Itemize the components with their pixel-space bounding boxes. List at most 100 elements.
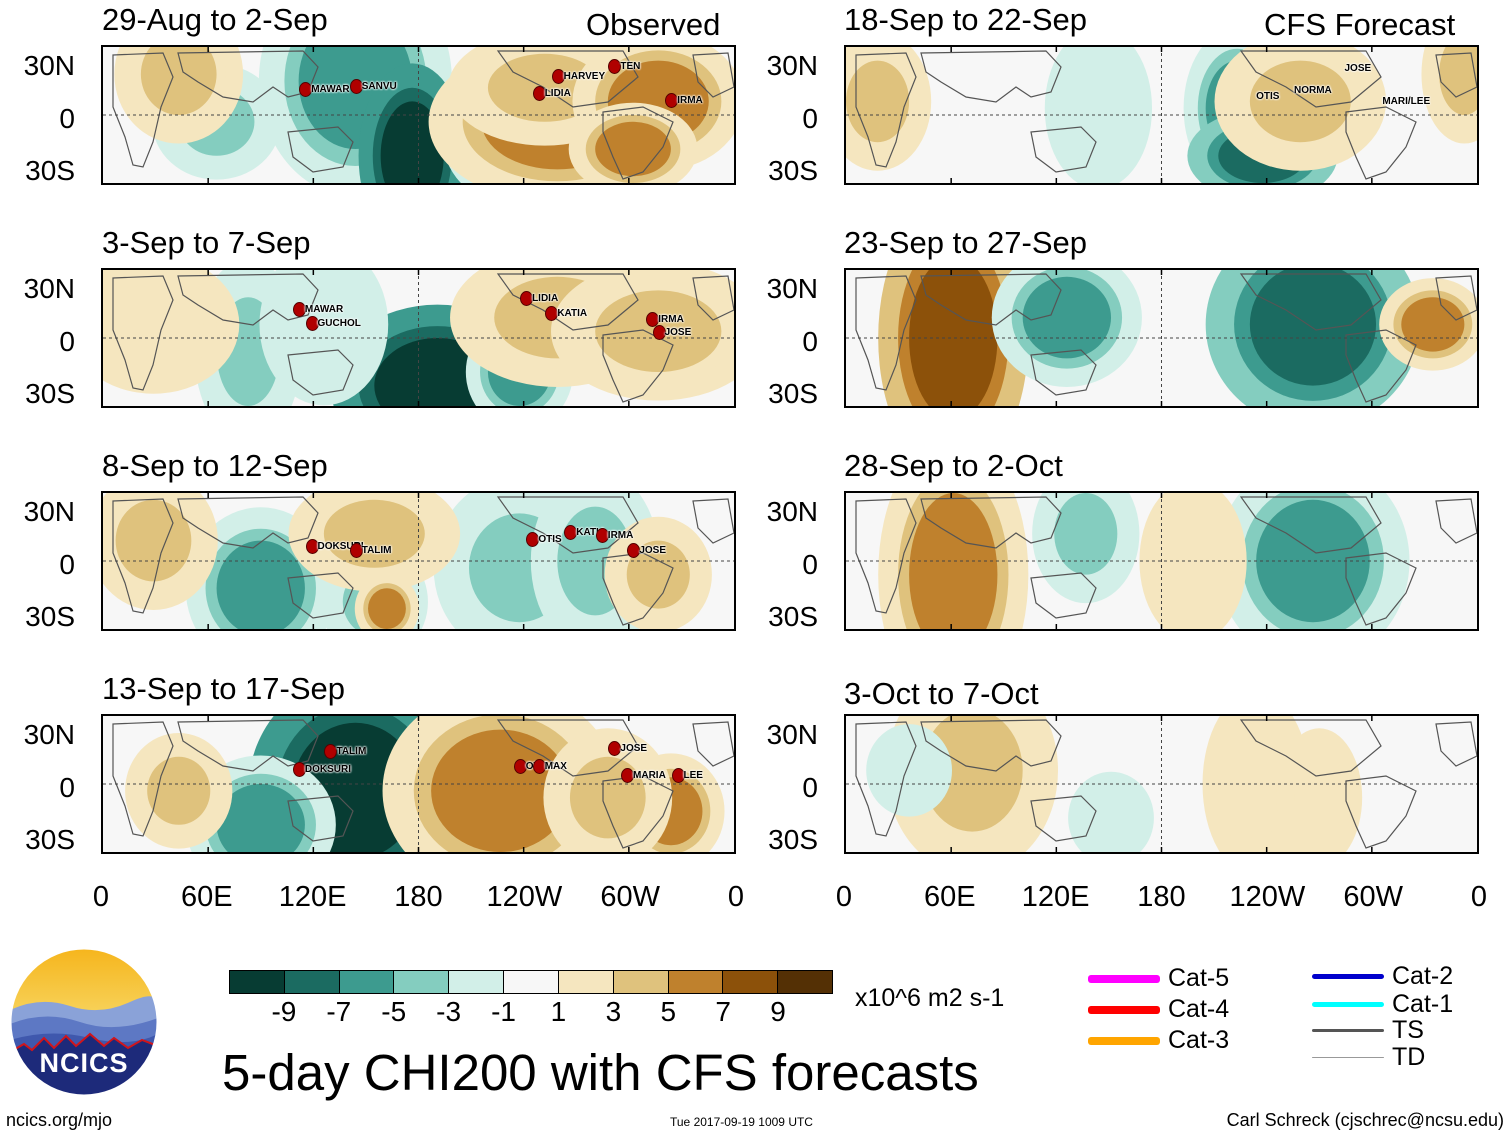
lon-label: 0 <box>835 881 853 913</box>
hurricane-icon <box>564 525 578 540</box>
map-observed-2: MAWAR GUCHOL LIDIA KATIA IRMA JOSE <box>101 268 736 408</box>
storm-label: JOSE <box>639 544 667 556</box>
colorbar <box>229 970 833 994</box>
hurricane-icon <box>627 542 641 558</box>
colorbar-tick: 1 <box>550 996 567 1027</box>
map-forecast-2 <box>844 268 1479 408</box>
hurricane-icon <box>595 527 609 543</box>
storm-label: MAWAR <box>311 83 350 95</box>
panel-title-fc-3: 28-Sep to 2-Oct <box>844 448 1063 483</box>
lon-label: 180 <box>1137 881 1186 913</box>
colorbar-swatch <box>613 971 669 993</box>
lat-label: 0 <box>59 326 75 357</box>
legend-label: TD <box>1392 1043 1426 1071</box>
panel-title-fc-2: 23-Sep to 27-Sep <box>844 225 1088 260</box>
legend-swatch <box>1088 974 1160 983</box>
colorbar-swatch <box>339 971 395 993</box>
storm-label: MARIA <box>633 770 666 782</box>
lat-label: 0 <box>802 772 818 803</box>
legend-label: Cat-5 <box>1168 964 1230 992</box>
storm-label: JOSE <box>620 743 648 755</box>
lat-label: 30N <box>766 719 818 750</box>
colorbar-swatch <box>778 971 832 993</box>
lon-label: 0 <box>92 881 110 913</box>
hurricane-icon <box>292 302 306 317</box>
storm-label: KATIA <box>557 308 588 320</box>
legend-item-cat-1: Cat-1 <box>1312 990 1453 1019</box>
legend-item-ts: TS <box>1312 1016 1424 1045</box>
legend-swatch <box>1312 1056 1384 1059</box>
storm-label: JOSE <box>1344 63 1372 75</box>
hurricane-icon <box>292 761 306 777</box>
figure-title: 5-day CHI200 with CFS forecasts <box>222 1044 979 1101</box>
storm-label: MAWAR <box>304 304 344 315</box>
panel-title-obs-3: 8-Sep to 12-Sep <box>102 448 328 483</box>
legend-label: Cat-1 <box>1392 990 1454 1018</box>
lon-label: 60W <box>600 881 660 913</box>
hurricane-icon <box>671 768 685 784</box>
legend-swatch <box>1312 1002 1384 1007</box>
colorbar-swatch <box>504 971 559 993</box>
lat-label: 30S <box>25 824 75 855</box>
panel-title-obs-1: 29-Aug to 2-Sep <box>102 2 328 37</box>
lat-label: 30N <box>766 496 818 527</box>
lon-label: 60E <box>924 881 976 913</box>
legend-swatch <box>1312 1029 1384 1032</box>
logo-text: NCICS <box>39 1048 129 1078</box>
map-observed-1: MAWAR SANVU TEN HARVEY LIDIA IRMA <box>101 45 736 185</box>
storm-label: JOSE <box>664 327 692 339</box>
lat-label: 30N <box>23 50 75 81</box>
lat-label: 0 <box>802 549 818 580</box>
storm-label: MAX <box>544 760 567 772</box>
legend-swatch <box>1312 974 1384 979</box>
colorbar-units: x10^6 m2 s-1 <box>855 984 1005 1012</box>
hurricane-icon <box>349 79 363 94</box>
forecast-label: CFS Forecast <box>1264 7 1456 42</box>
lat-label: 30N <box>23 496 75 527</box>
lon-label: 0 <box>727 881 745 913</box>
lat-label: 30S <box>768 155 818 186</box>
hurricane-icon <box>349 542 363 558</box>
colorbar-tick: 5 <box>660 996 677 1027</box>
hurricane-icon <box>646 311 660 327</box>
hurricane-icon <box>305 538 319 554</box>
colorbar-tick: 3 <box>605 996 622 1027</box>
lon-label: 60W <box>1343 881 1403 913</box>
storm-label: IRMA <box>677 94 703 106</box>
storm-label: MARI/LEE <box>1382 95 1431 107</box>
hurricane-icon <box>621 768 635 784</box>
lon-label: 120E <box>278 881 347 913</box>
legend-item-cat-5: Cat-5 <box>1088 964 1229 993</box>
legend-item-cat-3: Cat-3 <box>1088 1026 1229 1055</box>
storm-label: LIDIA <box>532 293 559 305</box>
hurricane-icon <box>545 306 559 322</box>
hurricane-icon <box>520 291 534 307</box>
map-forecast-3 <box>844 491 1479 631</box>
lat-label: 30S <box>25 601 75 632</box>
storm-label: DOKSURI <box>317 540 364 552</box>
colorbar-tick: -3 <box>436 996 462 1027</box>
lat-label: 30S <box>25 155 75 186</box>
observed-label: Observed <box>586 7 721 42</box>
lat-label: 30N <box>766 50 818 81</box>
panel-title-fc-4: 3-Oct to 7-Oct <box>844 676 1039 711</box>
lat-label: 0 <box>802 326 818 357</box>
footer-right: Carl Schreck (cjschrec@ncsu.edu) <box>1226 1110 1504 1130</box>
lat-label: 30S <box>768 378 818 409</box>
colorbar-swatch <box>668 971 724 993</box>
lat-label: 30S <box>768 601 818 632</box>
lon-label: 60E <box>181 881 233 913</box>
storm-label: OTIS <box>538 533 562 545</box>
storm-label: KATIA <box>576 527 607 538</box>
legend-label: Cat-3 <box>1168 1026 1230 1054</box>
hurricane-icon <box>532 85 546 101</box>
legend-label: TS <box>1392 1016 1424 1044</box>
map-forecast-4 <box>844 714 1479 854</box>
storm-label: HARVEY <box>563 71 606 83</box>
hurricane-icon <box>608 58 622 74</box>
storm-label: TEN <box>620 60 641 72</box>
storm-label: TALIM <box>361 544 392 556</box>
storm-label: DOKSURI <box>304 763 352 775</box>
storm-label: GUCHOL <box>317 317 361 329</box>
ncics-logo-icon <box>10 948 158 1096</box>
